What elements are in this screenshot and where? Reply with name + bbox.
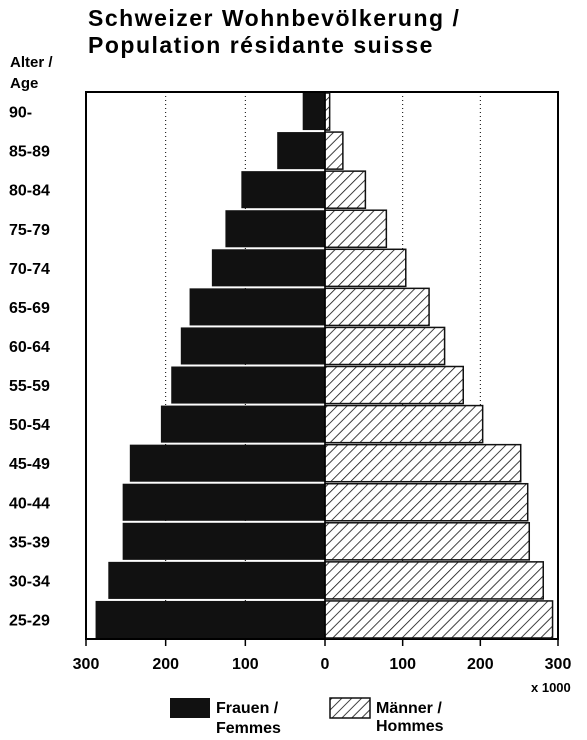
- tick-label-right-200: 200: [467, 656, 494, 673]
- legend-label-maenner-line-1: Männer /: [376, 700, 442, 717]
- category-label-40-44: 40-44: [9, 495, 50, 512]
- bar-frauen-90-: [302, 93, 325, 131]
- bar-maenner-70-74: [324, 248, 407, 288]
- bar-maenner-25-29: [324, 600, 554, 639]
- chart-title-line-1: Schweizer Wohnbevölkerung /: [88, 5, 460, 31]
- category-label-65-69: 65-69: [9, 300, 50, 317]
- bar-maenner-30-34: [324, 561, 544, 600]
- bar-maenner-55-59: [324, 365, 464, 405]
- bar-maenner-80-84: [324, 170, 367, 209]
- category-label-50-54: 50-54: [9, 417, 50, 434]
- bar-maenner-50-54: [324, 404, 484, 444]
- legend-label-maenner-line-2: Hommes: [376, 718, 444, 735]
- tick-label-right-100: 100: [389, 656, 416, 673]
- bar-frauen-25-29: [95, 600, 325, 638]
- bar-maenner-45-49: [324, 443, 522, 483]
- category-label-70-74: 70-74: [9, 261, 50, 278]
- tick-label-left-100: 100: [232, 656, 259, 673]
- bar-maenner-40-44: [324, 482, 529, 522]
- tick-label-left-200: 200: [152, 656, 179, 673]
- bar-frauen-45-49: [129, 444, 325, 482]
- category-label-90-: 90-: [9, 105, 32, 122]
- legend-label-frauen-line-2: Femmes: [216, 720, 281, 737]
- category-label-60-64: 60-64: [9, 339, 50, 356]
- bar-frauen-40-44: [122, 483, 325, 521]
- tick-label-left-0: 0: [321, 656, 330, 673]
- plot-frame: [85, 91, 559, 640]
- bar-frauen-60-64: [180, 327, 325, 365]
- bar-maenner-65-69: [324, 287, 430, 327]
- category-label-45-49: 45-49: [9, 456, 50, 473]
- category-label-35-39: 35-39: [9, 534, 50, 551]
- category-label-75-79: 75-79: [9, 222, 50, 239]
- legend-swatch-frauen: [170, 698, 210, 718]
- bar-frauen-55-59: [171, 366, 325, 404]
- y-axis-title-line-2: Age: [10, 75, 38, 92]
- bar-frauen-30-34: [108, 561, 325, 599]
- bar-frauen-85-89: [277, 132, 325, 170]
- bar-frauen-80-84: [241, 171, 325, 209]
- tick-label-right-300: 300: [545, 656, 572, 673]
- bar-frauen-65-69: [189, 288, 325, 326]
- category-label-80-84: 80-84: [9, 183, 50, 200]
- category-label-30-34: 30-34: [9, 573, 50, 590]
- x-axis-ticks: 300 200 100 0 100 200 300: [73, 639, 572, 673]
- bar-frauen-70-74: [211, 249, 325, 287]
- bar-maenner-85-89: [324, 131, 344, 170]
- bar-frauen-35-39: [122, 522, 325, 560]
- category-label-25-29: 25-29: [9, 612, 50, 629]
- bars: [95, 92, 554, 639]
- y-axis-title-line-1: Alter /: [10, 54, 53, 71]
- chart-title-line-2: Population résidante suisse: [88, 32, 434, 58]
- bar-frauen-75-79: [225, 210, 325, 248]
- x-axis-unit-label: x 1000: [531, 680, 571, 695]
- legend-swatch-maenner: [329, 697, 371, 719]
- bar-maenner-60-64: [324, 326, 446, 366]
- legend: Frauen / Femmes Männer / Hommes: [170, 697, 444, 737]
- legend-label-frauen-line-1: Frauen /: [216, 700, 279, 717]
- category-label-55-59: 55-59: [9, 378, 50, 395]
- bar-frauen-50-54: [160, 405, 325, 443]
- category-labels: 25-29 30-34 35-39 40-44 45-49 50-54 55-59 60-64…: [9, 105, 50, 630]
- bar-maenner-75-79: [324, 209, 388, 249]
- bar-maenner-35-39: [324, 522, 531, 561]
- tick-label-left-300: 300: [73, 656, 100, 673]
- category-label-85-89: 85-89: [9, 144, 50, 161]
